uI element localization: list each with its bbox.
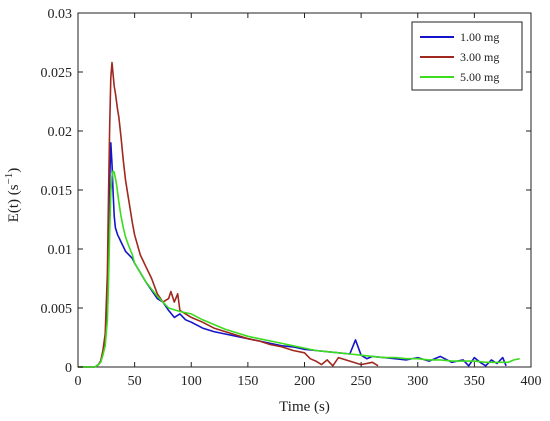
legend: 1.00 mg 3.00 mg 5.00 mg xyxy=(411,21,523,91)
y-axis-label-exponent: −1 xyxy=(3,173,15,185)
y-tick-label: 0.015 xyxy=(41,184,73,199)
x-tick-label: 50 xyxy=(128,374,142,389)
y-tick-label: 0.005 xyxy=(41,302,73,317)
x-axis-label: Time (s) xyxy=(279,399,330,415)
y-axis-label-close: ) xyxy=(6,168,22,173)
y-tick-label: 0.02 xyxy=(48,125,73,140)
x-tick-label: 250 xyxy=(351,374,372,389)
x-tick-label: 100 xyxy=(181,374,202,389)
x-tick-label: 400 xyxy=(521,374,542,389)
x-tick-label: 350 xyxy=(464,374,485,389)
y-tick-label: 0 xyxy=(65,361,72,376)
tick-layer: 0 50 100 150 200 250 300 350 400 0 0.005 0.01 0.015 0… xyxy=(41,7,542,389)
y-axis-label: E(t) (s−1) xyxy=(3,168,22,223)
legend-label: 5.00 mg xyxy=(460,70,499,84)
x-tick-label: 200 xyxy=(294,374,315,389)
y-tick-label: 0.025 xyxy=(41,66,73,81)
series-layer xyxy=(78,61,520,368)
x-tick-label: 0 xyxy=(75,374,82,389)
legend-label: 3.00 mg xyxy=(460,50,499,64)
series-line-3 xyxy=(78,170,520,368)
x-tick-label: 300 xyxy=(407,374,428,389)
series-line-2 xyxy=(78,61,379,368)
x-tick-label: 150 xyxy=(237,374,258,389)
y-tick-label: 0.03 xyxy=(48,7,73,22)
y-axis-label-main: E(t) (s xyxy=(6,184,22,222)
legend-label: 1.00 mg xyxy=(460,30,499,44)
series-line-1 xyxy=(78,142,507,368)
y-tick-label: 0.01 xyxy=(48,243,73,258)
